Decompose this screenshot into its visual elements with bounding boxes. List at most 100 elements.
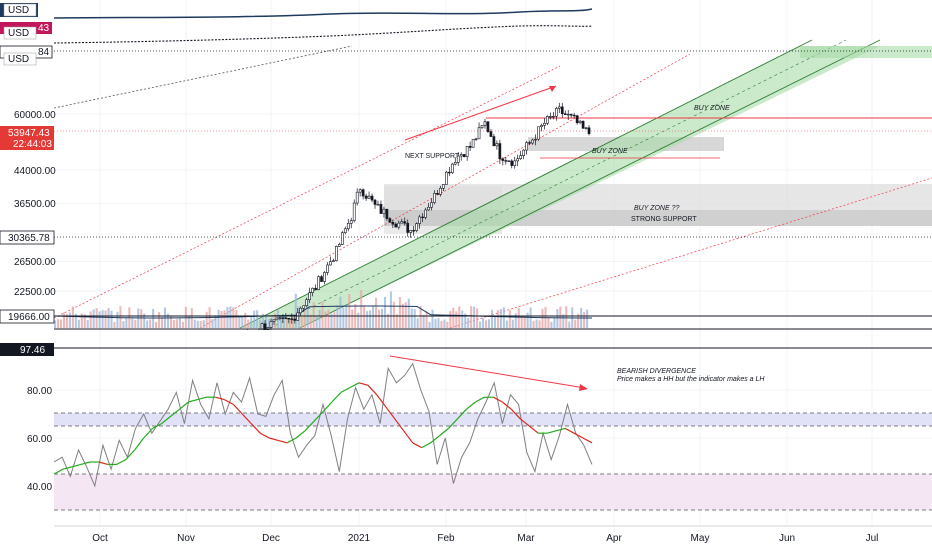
candle (308, 287, 311, 303)
candle (346, 218, 350, 232)
candle (202, 362, 204, 373)
rsi-ma-segment (555, 427, 566, 432)
volume-bar (419, 306, 422, 328)
x-tick-jul: Jul (866, 533, 879, 544)
volume-bar (446, 321, 449, 328)
volume-bar (523, 315, 526, 328)
candle (181, 374, 183, 389)
rsi-ma-segment (152, 423, 162, 429)
candle (193, 372, 195, 376)
volume-bar (425, 311, 428, 328)
rsi-ma-segment (519, 418, 530, 427)
volume-bar (380, 308, 384, 328)
candle (391, 219, 395, 229)
candle (498, 139, 502, 165)
candle (465, 146, 469, 161)
volume-bar (303, 308, 306, 328)
volume-bar (404, 302, 407, 328)
rsi-ma-segment (232, 403, 243, 415)
rsi-ma-segment (304, 420, 315, 432)
volume-bar (377, 309, 381, 328)
volume-bar (169, 316, 173, 328)
candle (145, 394, 147, 405)
candle (228, 342, 230, 351)
volume-bar (193, 319, 196, 328)
volume-bar (199, 320, 202, 328)
candle (326, 262, 329, 276)
volume-bar (437, 318, 440, 328)
candle (540, 123, 543, 132)
rsi-ma-segment (278, 439, 288, 444)
candle (349, 217, 353, 229)
volume-bar (327, 309, 330, 328)
volume-bar (496, 310, 499, 328)
rsi-ma-segment (54, 468, 64, 475)
candle (400, 218, 404, 224)
candle (492, 133, 496, 147)
rsi-ma-segment (493, 396, 503, 403)
candle (243, 333, 245, 344)
volume-bar (490, 309, 494, 328)
candle (237, 341, 239, 346)
rsi-level-tag (0, 343, 54, 356)
rsi-ma-segment (331, 391, 342, 403)
candle (563, 110, 567, 115)
volume-bar (348, 293, 351, 328)
candle (427, 203, 430, 211)
rsi-ma-segment (179, 401, 189, 410)
candle (127, 407, 129, 412)
volume-bar (449, 310, 452, 328)
rsi-level-value: 97.46 (20, 345, 45, 356)
volume-bar (65, 313, 68, 328)
volume-bar (336, 305, 339, 328)
volume-bar (514, 313, 517, 328)
rsi-ma-segment (367, 384, 378, 396)
candle (302, 305, 306, 312)
annotation-next-support: NEXT SUPPORT (405, 153, 460, 160)
volume-bar (321, 301, 324, 328)
volume-bar (62, 312, 65, 328)
volume-bar (345, 305, 348, 328)
rsi-ma-segment (340, 387, 351, 393)
candle (409, 229, 413, 238)
volume-bar (502, 307, 505, 328)
candle (246, 329, 248, 330)
volume-bar (175, 319, 178, 328)
volume-bar (363, 305, 366, 328)
volume-bar (550, 321, 553, 328)
volume-bar (155, 321, 158, 328)
candle (477, 122, 481, 140)
rsi-ma-segment (430, 435, 440, 444)
candle (471, 139, 475, 148)
candle (178, 382, 180, 389)
candle (385, 208, 389, 221)
candle (231, 341, 233, 352)
volume-bar (407, 298, 410, 328)
candle (249, 332, 251, 337)
ascending-channel (239, 39, 932, 329)
rsi-line (54, 362, 593, 488)
candle (370, 193, 374, 203)
volume-bar (300, 316, 303, 328)
volume-bar (351, 309, 354, 328)
candle (296, 307, 300, 321)
candle (537, 126, 540, 141)
candle (522, 149, 525, 160)
candle (225, 344, 227, 356)
candle (213, 357, 215, 368)
volume-bar (360, 290, 363, 328)
rsi-ma-segment (224, 399, 234, 405)
candle (403, 217, 407, 226)
candle (275, 317, 279, 321)
candle (445, 170, 448, 185)
volume-bars (54, 290, 592, 328)
volume-bar (113, 321, 116, 328)
rsi-tick-40: 40.00 (27, 482, 52, 493)
candle (234, 340, 236, 348)
candle (501, 157, 505, 166)
volume-bar (470, 306, 473, 328)
volume-bar (383, 296, 387, 328)
candlestick-series (127, 102, 591, 412)
volume-bar (77, 319, 80, 328)
